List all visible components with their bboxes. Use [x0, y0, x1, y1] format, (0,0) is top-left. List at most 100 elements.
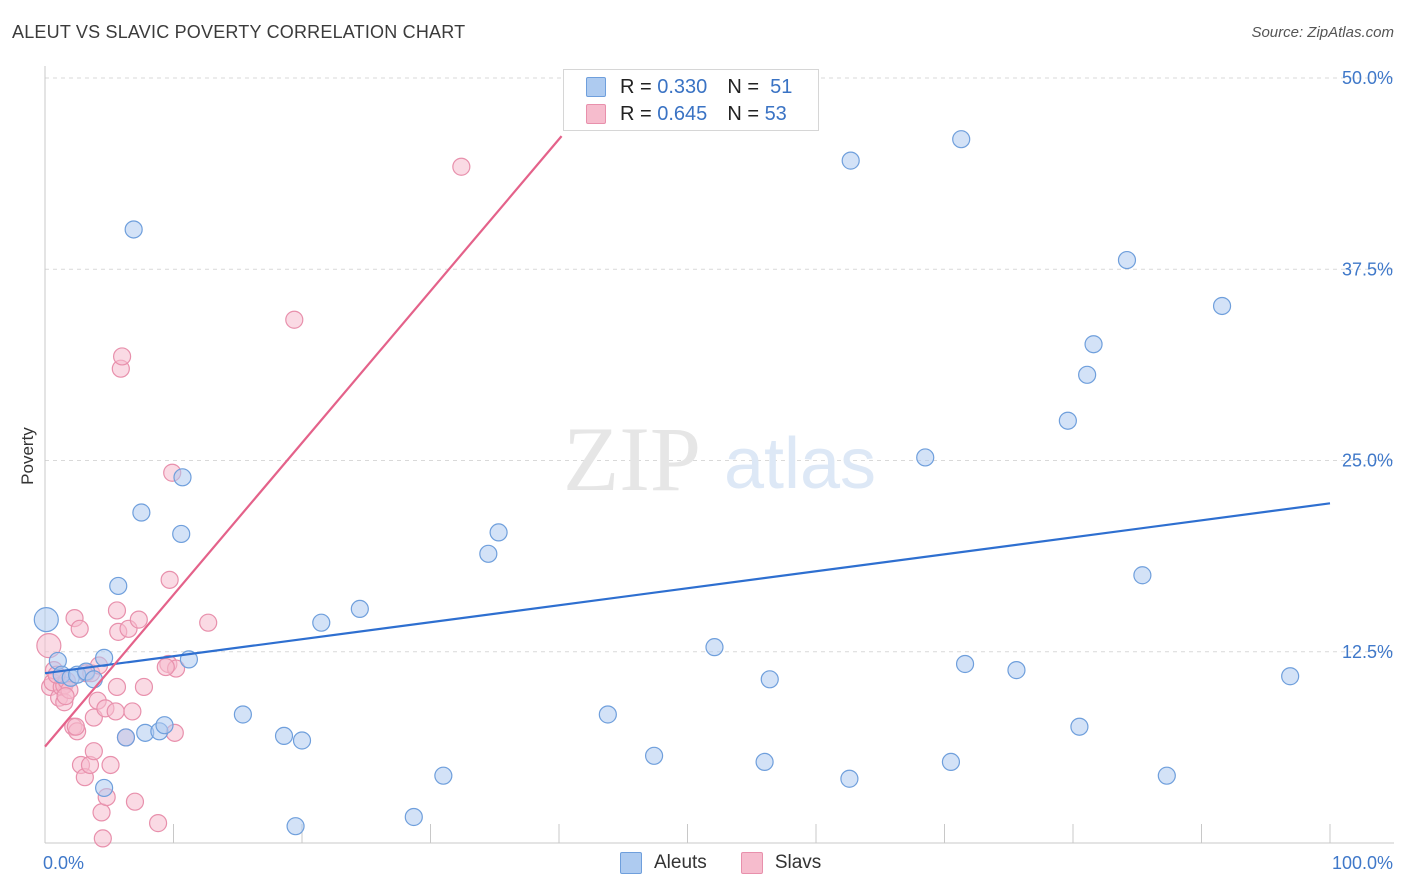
slav-swatch	[586, 104, 606, 124]
slav-point	[452, 157, 471, 176]
slav-point	[112, 347, 132, 366]
aleut-point	[286, 817, 305, 836]
aleut-point	[479, 544, 498, 563]
aleut-point	[1281, 667, 1300, 686]
aleut-point	[1084, 335, 1103, 354]
slav-point	[199, 613, 218, 632]
aleut-point	[95, 778, 114, 798]
slav-point	[148, 814, 168, 833]
grid-lines	[45, 77, 1394, 653]
aleut-point	[1070, 717, 1089, 736]
slav-point	[156, 657, 175, 677]
aleut-point	[155, 716, 174, 735]
r-value-slavs: 0.645	[657, 102, 708, 125]
aleut-point	[644, 746, 664, 765]
slav-point	[101, 755, 120, 775]
aleut-point	[1117, 250, 1137, 270]
chart-title: ALEUT VS SLAVIC POVERTY CORRELATION CHAR…	[12, 22, 466, 42]
series-legend: Aleuts Slavs	[620, 852, 821, 874]
slav-point	[36, 633, 62, 659]
aleut-point	[434, 766, 453, 785]
aleut-point	[598, 705, 617, 724]
aleut-point	[132, 503, 151, 522]
n-label: N =	[727, 102, 759, 125]
slav-point	[125, 792, 145, 811]
aleut-point	[172, 524, 191, 544]
trendlines	[44, 135, 1331, 748]
slavs-legend-swatch	[740, 852, 763, 874]
slav-point	[70, 619, 89, 638]
slav-point	[56, 687, 75, 706]
aleut-trendline	[44, 502, 1331, 675]
aleut-point	[952, 130, 971, 149]
aleut-point	[173, 468, 192, 487]
slav-points	[36, 157, 471, 848]
aleuts-legend-swatch	[620, 852, 642, 874]
slav-point	[107, 601, 127, 620]
aleut-point	[1058, 411, 1077, 430]
source-label: Source: ZipAtlas.com	[1251, 24, 1394, 41]
x-tick-label: 100.0%	[1332, 853, 1393, 873]
legend-row-slavs: R = 0.645 N = 53	[586, 101, 787, 127]
aleut-point	[941, 752, 961, 772]
aleut-point	[760, 670, 779, 689]
aleut-point	[1007, 661, 1026, 680]
watermark-zip: ZIP	[563, 408, 701, 510]
aleut-point	[109, 576, 128, 596]
slavs-legend-label: Slavs	[774, 852, 822, 873]
aleut-point	[1157, 766, 1176, 785]
aleut-point	[1133, 566, 1152, 585]
slav-point	[134, 677, 154, 697]
legend-row-aleuts: R = 0.330 N = 51	[586, 74, 792, 100]
n-label: N =	[727, 75, 759, 98]
slav-point	[106, 702, 125, 721]
aleut-point	[1212, 296, 1232, 316]
slav-point	[93, 829, 112, 848]
y-tick-label: 12.5%	[1342, 642, 1393, 662]
aleut-point	[292, 731, 312, 750]
y-tick-label: 37.5%	[1342, 259, 1393, 279]
aleut-point	[312, 613, 331, 632]
slav-point	[123, 702, 142, 721]
y-axis-label: Poverty	[18, 427, 37, 485]
watermark-atlas: atlas	[724, 424, 876, 504]
r-value-aleuts: 0.330	[657, 75, 708, 98]
slav-point	[285, 310, 304, 329]
watermark: ZIP atlas	[563, 408, 876, 510]
aleuts-legend-label: Aleuts	[654, 852, 707, 873]
aleut-point	[755, 752, 774, 772]
y-tick-label: 50.0%	[1342, 68, 1393, 88]
aleut-point	[84, 670, 103, 689]
slav-point	[84, 742, 103, 761]
aleut-point	[916, 448, 935, 467]
aleut-point	[274, 726, 294, 746]
aleut-point	[489, 523, 508, 542]
aleut-point	[955, 654, 975, 674]
n-value-aleuts: 51	[770, 75, 793, 98]
aleut-points	[33, 130, 1300, 836]
stats-legend: R = 0.330 N = 51 R = 0.645 N = 53	[563, 69, 819, 131]
aleut-point	[840, 769, 859, 788]
aleut-point	[1078, 365, 1097, 384]
aleut-point	[404, 807, 423, 827]
slav-point	[129, 610, 148, 629]
axes	[44, 66, 1394, 844]
tick-labels: 12.5% 25.0% 37.5% 50.0% 0.0% 100.0%	[43, 68, 1393, 873]
aleut-point	[233, 705, 252, 724]
r-label: R =	[620, 75, 652, 98]
slav-trendline	[44, 135, 563, 748]
aleut-point	[124, 220, 143, 239]
slav-point	[92, 803, 111, 822]
aleut-point	[116, 728, 136, 747]
aleut-point	[841, 151, 860, 170]
aleut-point	[350, 599, 369, 619]
aleut-point	[705, 638, 724, 657]
n-value-slavs: 53	[764, 102, 787, 125]
slav-point	[107, 677, 127, 697]
slav-point	[66, 717, 85, 736]
aleut-point	[33, 607, 59, 633]
x-tick-label: 0.0%	[43, 853, 84, 873]
slav-point	[160, 570, 179, 589]
r-label: R =	[620, 102, 652, 125]
